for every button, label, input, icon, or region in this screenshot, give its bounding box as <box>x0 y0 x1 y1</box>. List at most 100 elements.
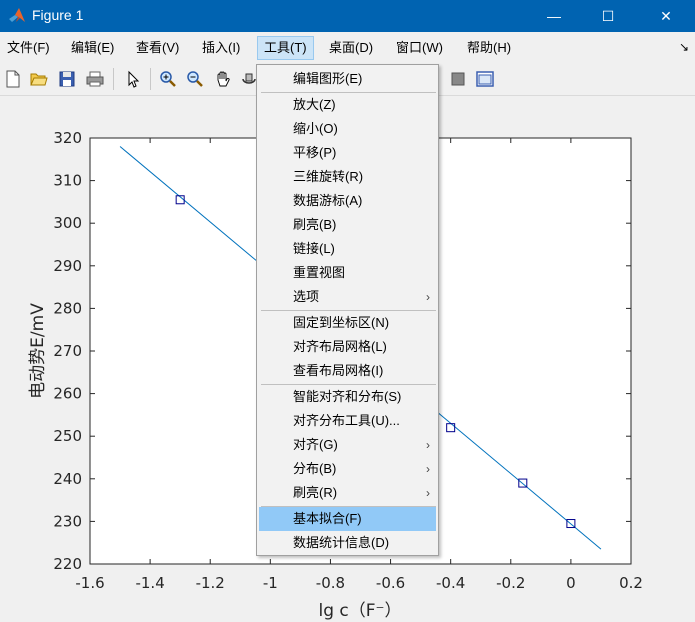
hide-plot-tools-button[interactable] <box>447 68 469 90</box>
minimize-icon: — <box>547 8 561 24</box>
toolbar-separator <box>113 68 114 90</box>
menu-window[interactable]: 窗口(W) <box>396 40 443 55</box>
show-plot-tools-button[interactable] <box>474 68 496 90</box>
menu-item-label: 对齐分布工具(U)... <box>293 413 400 428</box>
menu-item-label: 分布(B) <box>293 461 337 476</box>
submenu-arrow-icon: › <box>426 290 430 304</box>
close-button[interactable]: ✕ <box>643 0 689 32</box>
tools-menu-brush-submenu[interactable]: 刷亮(R) › <box>259 481 436 505</box>
print-button[interactable] <box>84 68 106 90</box>
tools-menu-smart-align[interactable]: 智能对齐和分布(S) <box>259 385 436 409</box>
x-tick-label: -0.4 <box>436 574 465 592</box>
tools-menu-zoom-out[interactable]: 缩小(O) <box>259 117 436 141</box>
tools-menu-reset-view[interactable]: 重置视图 <box>259 261 436 285</box>
minimize-button[interactable]: — <box>531 0 577 32</box>
tools-menu-view-layout-grid[interactable]: 查看布局网格(I) <box>259 359 436 383</box>
pan-button[interactable] <box>212 68 234 90</box>
y-tick-label: 270 <box>53 342 82 360</box>
tools-menu-pin-to-axes[interactable]: 固定到坐标区(N) <box>259 311 436 335</box>
y-tick-label: 240 <box>53 470 82 488</box>
print-icon <box>86 71 104 87</box>
tools-menu-options[interactable]: 选项 › <box>259 285 436 309</box>
menu-item-label: 三维旋转(R) <box>293 169 364 184</box>
x-tick-label: -1.2 <box>196 574 225 592</box>
zoom-in-button[interactable] <box>157 68 179 90</box>
menu-item-label: 查看布局网格(I) <box>293 363 384 378</box>
y-tick-label: 220 <box>53 555 82 573</box>
open-file-button[interactable] <box>28 68 50 90</box>
data-point-marker[interactable] <box>446 423 456 433</box>
menu-tools[interactable]: 工具(T) <box>257 36 314 60</box>
menu-separator <box>261 92 436 93</box>
tools-menu-align[interactable]: 对齐(G) › <box>259 433 436 457</box>
new-figure-button[interactable] <box>2 68 24 90</box>
menu-desktop[interactable]: 桌面(D) <box>329 40 374 55</box>
tools-menu-align-distribute-tool[interactable]: 对齐分布工具(U)... <box>259 409 436 433</box>
menu-file[interactable]: 文件(F) <box>7 40 50 55</box>
tools-menu-snap-to-layout-grid[interactable]: 对齐布局网格(L) <box>259 335 436 359</box>
menu-edit[interactable]: 编辑(E) <box>71 40 115 55</box>
window-title: Figure 1 <box>32 7 84 23</box>
toolbar-separator <box>150 68 151 90</box>
tools-menu-edit-plot[interactable]: 编辑图形(E) <box>259 67 436 91</box>
menu-insert[interactable]: 插入(I) <box>202 40 241 55</box>
pan-hand-icon <box>217 71 230 87</box>
data-point-marker[interactable] <box>175 195 185 205</box>
y-tick-label: 310 <box>53 172 82 190</box>
save-icon <box>59 71 75 87</box>
menu-item-label: 智能对齐和分布(S) <box>293 389 402 404</box>
y-axis-label: 电动势E/mV <box>28 303 48 399</box>
tools-menu-zoom-in[interactable]: 放大(Z) <box>259 93 436 117</box>
submenu-arrow-icon: › <box>426 438 430 452</box>
zoom-in-icon <box>160 71 176 87</box>
y-tick-label: 290 <box>53 257 82 275</box>
menu-item-label: 选项 <box>293 289 320 304</box>
menu-item-label: 编辑图形(E) <box>293 71 363 86</box>
y-tick-label: 280 <box>53 299 82 317</box>
select-arrow-icon <box>128 70 140 88</box>
zoom-out-button[interactable] <box>184 68 206 90</box>
x-tick-label: -1.6 <box>75 574 104 592</box>
select-arrow-button[interactable] <box>122 68 144 90</box>
save-button[interactable] <box>56 68 78 90</box>
tools-menu-data-cursor[interactable]: 数据游标(A) <box>259 189 436 213</box>
menu-help[interactable]: 帮助(H) <box>467 40 512 55</box>
x-tick-label: 0.2 <box>619 574 643 592</box>
menu-item-label: 刷亮(R) <box>293 485 338 500</box>
data-point-marker[interactable] <box>566 519 576 529</box>
y-tick-label: 300 <box>53 214 82 232</box>
title-bar: Figure 1 — ☐ ✕ <box>0 0 695 32</box>
menu-item-label: 数据游标(A) <box>293 193 363 208</box>
tools-menu-brush[interactable]: 刷亮(B) <box>259 213 436 237</box>
menu-separator <box>261 310 436 311</box>
tools-menu-link[interactable]: 链接(L) <box>259 237 436 261</box>
submenu-arrow-icon: › <box>426 462 430 476</box>
show-plot-tools-icon <box>476 71 494 87</box>
open-file-icon <box>30 73 48 86</box>
y-tick-label: 320 <box>53 129 82 147</box>
menu-bar: 文件(F) 编辑(E) 查看(V) 插入(I) 工具(T) 桌面(D) 窗口(W… <box>0 32 695 62</box>
rotate-3d-button[interactable] <box>238 68 260 90</box>
tools-menu-data-statistics[interactable]: 数据统计信息(D) <box>259 531 436 555</box>
menu-view[interactable]: 查看(V) <box>136 40 180 55</box>
tools-menu-rotate-3d[interactable]: 三维旋转(R) <box>259 165 436 189</box>
menu-item-label: 对齐布局网格(L) <box>293 339 387 354</box>
y-tick-label: 230 <box>53 512 82 530</box>
menu-item-label: 缩小(O) <box>293 121 338 136</box>
x-ticks: -1.6 -1.4 -1.2 -1 -0.8 -0.6 -0.4 -0.2 0 0.2 <box>75 138 643 592</box>
tools-dropdown-menu: 编辑图形(E) 放大(Z) 缩小(O) 平移(P) 三维旋转(R) 数据游标(A… <box>256 64 439 556</box>
tools-menu-pan[interactable]: 平移(P) <box>259 141 436 165</box>
y-tick-label: 260 <box>53 385 82 403</box>
maximize-icon: ☐ <box>601 7 615 24</box>
dock-arrow-icon[interactable]: ↘ <box>678 40 689 54</box>
menu-item-label: 链接(L) <box>293 241 335 256</box>
maximize-button[interactable]: ☐ <box>585 0 631 32</box>
tools-menu-basic-fitting[interactable]: 基本拟合(F) <box>259 507 436 531</box>
rotate-3d-icon <box>242 73 256 84</box>
menu-item-label: 平移(P) <box>293 145 337 160</box>
data-point-marker[interactable] <box>518 478 528 488</box>
menu-item-label: 重置视图 <box>293 265 346 280</box>
tools-menu-distribute[interactable]: 分布(B) › <box>259 457 436 481</box>
zoom-out-icon <box>187 71 203 87</box>
x-tick-label: -0.8 <box>316 574 345 592</box>
